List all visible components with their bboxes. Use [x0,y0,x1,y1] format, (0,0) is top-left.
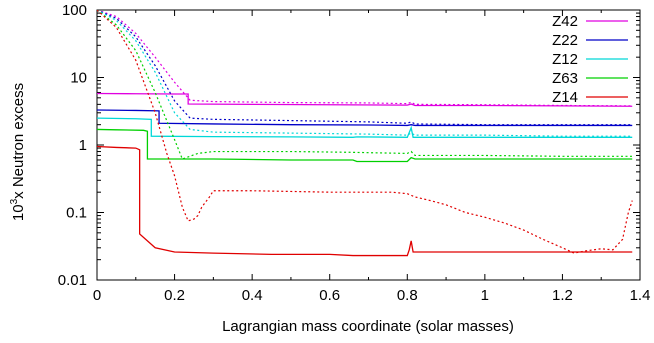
x-tick-label: 0.6 [319,287,340,304]
legend-label-z22: Z22 [552,32,578,49]
legend-label-z14: Z14 [552,89,578,106]
x-axis-title: Lagrangian mass coordinate (solar masses… [222,318,514,335]
series-lines [97,10,633,257]
series-group [97,10,633,257]
y-tick-label: 100 [62,2,87,19]
series-z14-solid [97,145,633,257]
chart-legend: Z42 Z22 Z12 Z63 Z14 [552,13,628,106]
series-z22-dashed [97,10,633,126]
y-tick-label: 0.1 [66,205,87,222]
y-tick-label: 10 [70,70,87,87]
y-tick-label: 1 [79,137,87,154]
x-tick-label: 0.8 [397,287,418,304]
x-tick-label: 0 [93,287,101,304]
y-axis-title-base: 10 [10,204,27,221]
x-tick-label: 1 [481,287,489,304]
x-tick-label: 1.4 [630,287,651,304]
y-tick-label: 0.01 [58,272,87,289]
x-tick-label: 1.2 [552,287,573,304]
axis-labels: 0 0.2 0.4 0.6 0.8 1 1.2 1.4 0.01 0.1 1 10 100 [58,2,651,304]
series-z42-solid [97,92,633,107]
legend-label-z12: Z12 [552,51,578,68]
series-z22-solid [97,109,633,127]
y-axis-title: 103x Neutron excess [9,83,27,221]
y-axis-title-exponent: 3 [9,198,20,204]
series-z63-solid [97,128,633,163]
x-tick-label: 0.2 [164,287,185,304]
legend-label-z63: Z63 [552,70,578,87]
series-z12-solid [97,117,633,138]
legend-label-z42: Z42 [552,13,578,30]
y-axis-title-rest: x Neutron excess [10,83,27,199]
x-tick-label: 0.4 [242,287,263,304]
axis-ticks [96,9,641,281]
